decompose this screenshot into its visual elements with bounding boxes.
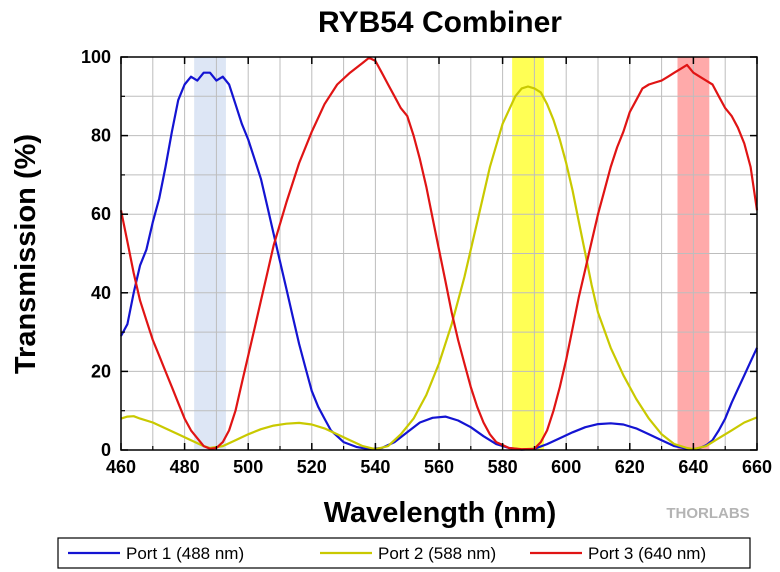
x-tick-label: 640 [678,457,708,477]
y-tick-label: 0 [101,440,111,460]
x-tick-label: 560 [424,457,454,477]
y-tick-label: 100 [81,47,111,67]
series-line-port-1 [120,71,758,451]
y-tick-label: 80 [91,126,111,146]
series-line-port-2 [120,85,758,451]
x-tick-label: 520 [297,457,327,477]
x-tick-label: 620 [615,457,645,477]
x-tick-label: 460 [106,457,136,477]
legend-label-port-2: Port 2 (588 nm) [378,544,496,563]
y-axis-title: Transmission (%) [10,134,42,374]
x-axis-title: Wavelength (nm) [324,497,557,529]
x-tick-label: 580 [488,457,518,477]
y-tick-labels: 0 20 40 60 80 100 [81,47,111,460]
grid [121,57,757,450]
legend: Port 1 (488 nm) Port 2 (588 nm) Port 3 (64… [57,537,751,569]
x-tick-labels: 460 480 500 520 540 560 580 600 620 640 660 [106,457,772,477]
thorlabs-watermark: THORLABS [666,505,749,522]
legend-label-port-1: Port 1 (488 nm) [126,544,244,563]
y-tick-label: 20 [91,361,111,381]
axis-ticks [120,56,758,451]
x-tick-label: 600 [551,457,581,477]
y-tick-label: 60 [91,204,111,224]
x-tick-label: 660 [742,457,772,477]
x-tick-label: 500 [233,457,263,477]
x-tick-label: 540 [360,457,390,477]
chart-title: RYB54 Combiner [318,6,562,39]
x-tick-label: 480 [170,457,200,477]
y-tick-label: 40 [91,283,111,303]
legend-label-port-3: Port 3 (640 nm) [588,544,706,563]
legend-box [57,537,751,569]
